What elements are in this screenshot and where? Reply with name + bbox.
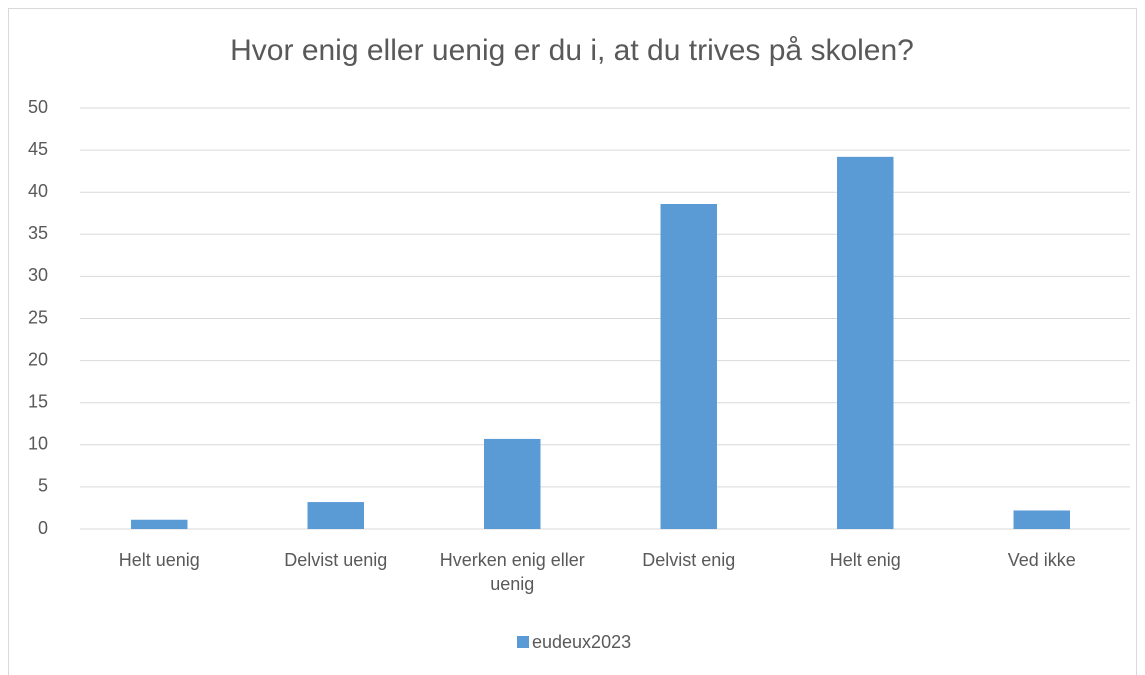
y-tick-label: 5 <box>38 476 48 496</box>
x-tick-label: Helt uenig <box>118 550 200 570</box>
y-tick-label: 45 <box>28 139 48 159</box>
y-tick-label: 30 <box>28 265 48 285</box>
y-tick-label: 10 <box>28 434 48 454</box>
bar <box>1013 510 1070 529</box>
chart-title: Hvor enig eller uenig er du i, at du tri… <box>230 34 914 67</box>
x-tick-label: Delvist uenig <box>284 550 388 570</box>
y-tick-label: 20 <box>28 349 48 369</box>
y-tick-label: 35 <box>28 223 48 243</box>
y-tick-label: 25 <box>28 307 48 327</box>
bar <box>484 438 541 529</box>
bar <box>131 519 188 529</box>
bar <box>307 502 364 529</box>
y-tick-label: 50 <box>28 97 48 117</box>
bar <box>660 203 717 529</box>
x-tick-label: Hverken enig eller uenig <box>439 550 585 594</box>
legend-swatch <box>517 636 529 648</box>
bar <box>837 156 894 529</box>
x-tick-label: Helt enig <box>829 550 901 570</box>
y-tick-label: 0 <box>38 518 48 538</box>
x-tick-label: Delvist enig <box>642 550 736 570</box>
y-tick-label: 15 <box>28 391 48 411</box>
x-tick-label: Ved ikke <box>1007 550 1076 570</box>
legend-label: eudeux2023 <box>532 632 631 652</box>
chart-border <box>8 8 1137 675</box>
y-tick-label: 40 <box>28 181 48 201</box>
